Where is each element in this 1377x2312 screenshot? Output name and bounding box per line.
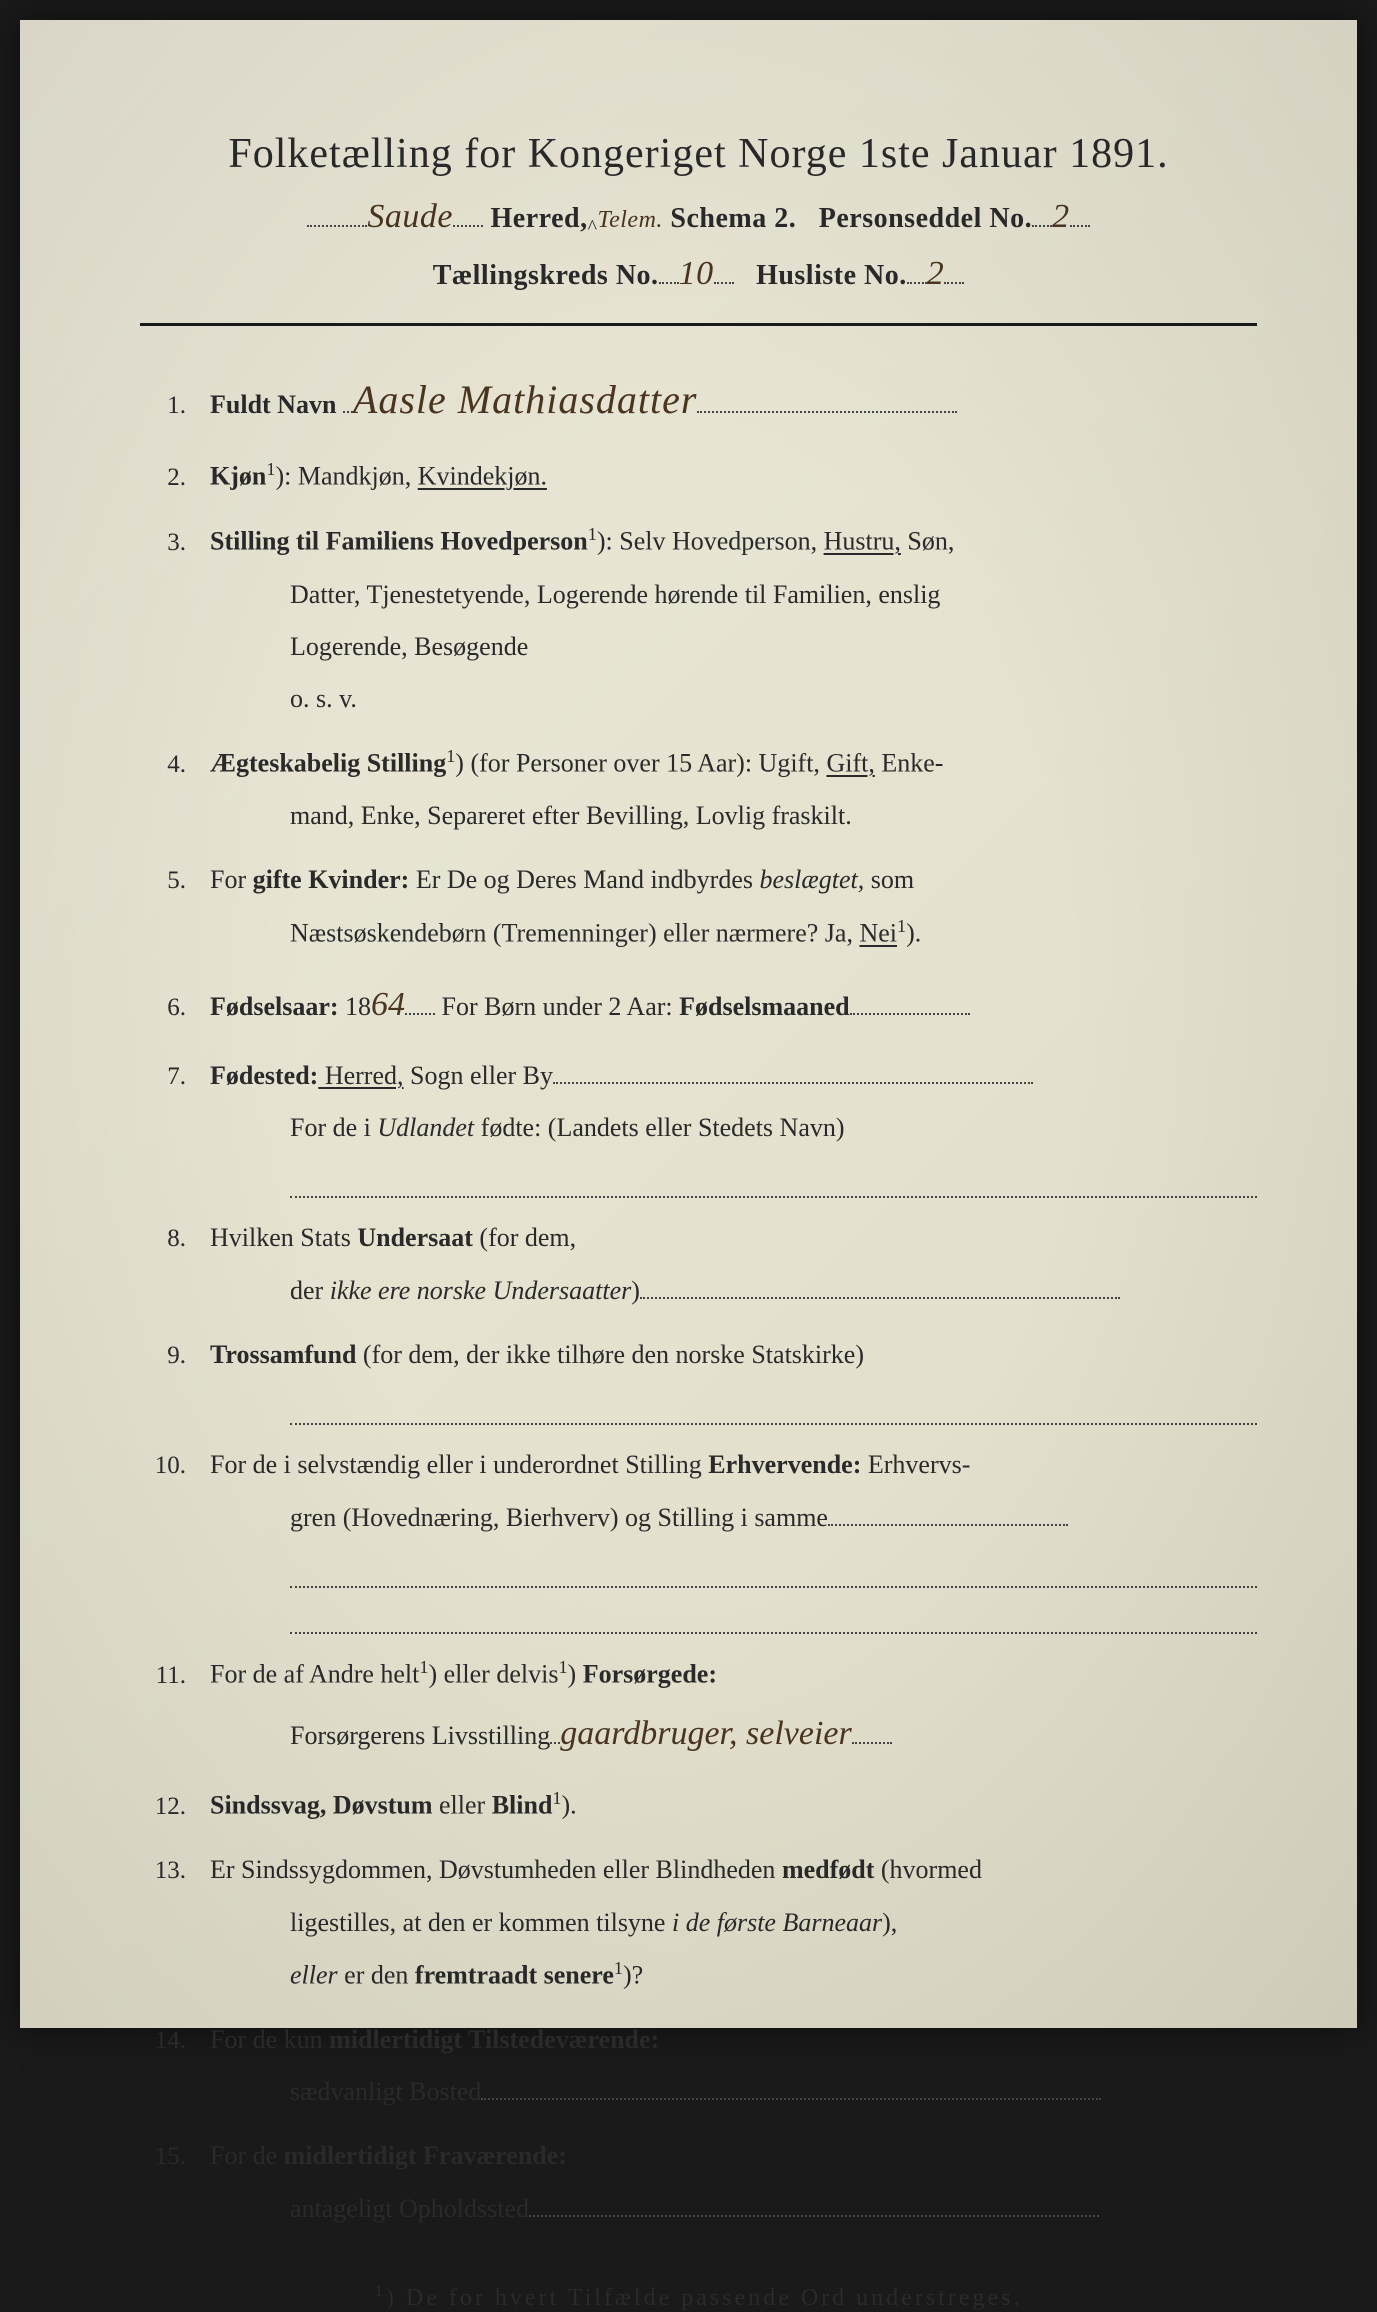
field-label: Fødested: bbox=[210, 1061, 318, 1090]
item-3-cont: o. s. v. bbox=[150, 677, 1257, 721]
item-number: 12. bbox=[150, 1786, 210, 1829]
blank-line bbox=[290, 1606, 1257, 1634]
schema-label: Schema 2. bbox=[670, 203, 796, 234]
personseddel-label: Personseddel No. bbox=[819, 203, 1032, 234]
selected-option: Nei bbox=[859, 919, 897, 948]
option-text: Mandkjøn, bbox=[298, 462, 418, 491]
item-1: 1. Fuldt Navn Aasle Mathiasdatter bbox=[150, 366, 1257, 434]
item-number: 4. bbox=[150, 744, 210, 787]
item-5: 5. For gifte Kvinder: Er De og Deres Man… bbox=[150, 858, 1257, 903]
item-6: 6. Fødselsaar: 1864 For Børn under 2 Aar… bbox=[150, 976, 1257, 1034]
item-12: 12. Sindssvag, Døvstum eller Blind1). bbox=[150, 1783, 1257, 1828]
field-label: midlertidigt Fraværende: bbox=[284, 2141, 567, 2170]
kreds-no: 10 bbox=[679, 255, 714, 292]
item-14: 14. For de kun midlertidigt Tilstedevære… bbox=[150, 2018, 1257, 2063]
personseddel-no: 2 bbox=[1052, 198, 1070, 235]
item-number: 11. bbox=[150, 1655, 210, 1698]
item-5-cont: Næstsøskendebørn (Tremenninger) eller næ… bbox=[150, 911, 1257, 956]
item-number: 6. bbox=[150, 987, 210, 1030]
livsstilling-handwritten: gaardbruger, selveier bbox=[560, 1715, 851, 1752]
subtitle-line-2: Tællingskreds No. 10 Husliste No. 2 bbox=[140, 253, 1257, 293]
item-7-cont: For de i Udlandet fødte: (Landets eller … bbox=[150, 1106, 1257, 1150]
selected-option: Hustru, bbox=[824, 527, 901, 556]
husliste-label: Husliste No. bbox=[756, 260, 907, 291]
census-form-page: Folketælling for Kongeriget Norge 1ste J… bbox=[20, 20, 1357, 2028]
item-3-cont: Logerende, Besøgende bbox=[150, 625, 1257, 669]
item-number: 5. bbox=[150, 860, 210, 903]
field-label: Ægteskabelig Stilling bbox=[210, 749, 446, 778]
blank-line bbox=[290, 1397, 1257, 1425]
item-2: 2. Kjøn1): Mandkjøn, Kvindekjøn. bbox=[150, 454, 1257, 499]
herred-insert: Telem. bbox=[597, 207, 662, 233]
selected-option: Gift, bbox=[826, 749, 874, 778]
item-4-cont: mand, Enke, Separeret efter Bevilling, L… bbox=[150, 794, 1257, 838]
blank-line bbox=[290, 1170, 1257, 1198]
caret-icon: ^ bbox=[588, 216, 598, 238]
field-label: Trossamfund bbox=[210, 1340, 356, 1369]
footnote: 1) De for hvert Tilfælde passende Ord un… bbox=[140, 2281, 1257, 2312]
item-10-cont: gren (Hovednæring, Bierhverv) og Stillin… bbox=[150, 1496, 1257, 1540]
item-11-cont: Forsørgerens Livsstillinggaardbruger, se… bbox=[150, 1705, 1257, 1763]
header-rule bbox=[140, 323, 1257, 326]
item-13: 13. Er Sindssygdommen, Døvstumheden elle… bbox=[150, 1848, 1257, 1893]
main-title: Folketælling for Kongeriget Norge 1ste J… bbox=[140, 130, 1257, 178]
item-number: 3. bbox=[150, 522, 210, 565]
field-label: gifte Kvinder: bbox=[253, 865, 410, 894]
field-label: Kjøn bbox=[210, 462, 266, 491]
husliste-no: 2 bbox=[927, 255, 945, 292]
field-label: Sindssvag, Døvstum bbox=[210, 1791, 433, 1820]
item-4: 4. Ægteskabelig Stilling1) (for Personer… bbox=[150, 741, 1257, 786]
herred-label: Herred, bbox=[491, 203, 588, 234]
item-number: 1. bbox=[150, 385, 210, 428]
item-number: 14. bbox=[150, 2020, 210, 2063]
field-label: midlertidigt Tilstedeværende: bbox=[329, 2025, 659, 2054]
item-3: 3. Stilling til Familiens Hovedperson1):… bbox=[150, 519, 1257, 564]
item-13-cont: eller er den fremtraadt senere1)? bbox=[150, 1953, 1257, 1998]
item-11: 11. For de af Andre helt1) eller delvis1… bbox=[150, 1652, 1257, 1697]
item-14-cont: sædvanligt Bosted bbox=[150, 2070, 1257, 2114]
field-label: Undersaat bbox=[357, 1223, 473, 1252]
item-number: 15. bbox=[150, 2136, 210, 2179]
item-number: 7. bbox=[150, 1056, 210, 1099]
item-7: 7. Fødested: Herred, Sogn eller By bbox=[150, 1054, 1257, 1099]
item-15-cont: antageligt Opholdssted bbox=[150, 2187, 1257, 2231]
form-body: 1. Fuldt Navn Aasle Mathiasdatter 2. Kjø… bbox=[140, 366, 1257, 2231]
form-header: Folketælling for Kongeriget Norge 1ste J… bbox=[140, 130, 1257, 293]
herred-handwritten: Saude bbox=[367, 198, 453, 235]
selected-option: Kvindekjøn. bbox=[418, 462, 547, 491]
item-number: 9. bbox=[150, 1335, 210, 1378]
subtitle-line-1: Saude Herred,^Telem. Schema 2. Personsed… bbox=[140, 196, 1257, 239]
field-label: Stilling til Familiens Hovedperson bbox=[210, 527, 588, 556]
field-label: Erhvervende: bbox=[708, 1450, 861, 1479]
item-number: 2. bbox=[150, 457, 210, 500]
selected-option: Herred, bbox=[318, 1061, 403, 1090]
year-handwritten: 64 bbox=[371, 986, 405, 1023]
field-label: Forsørgede: bbox=[583, 1660, 717, 1689]
field-label: medfødt bbox=[782, 1855, 874, 1884]
item-8-cont: der ikke ere norske Undersaatter) bbox=[150, 1269, 1257, 1313]
item-9: 9. Trossamfund (for dem, der ikke tilhør… bbox=[150, 1333, 1257, 1378]
kreds-label: Tællingskreds No. bbox=[433, 260, 659, 291]
blank-line bbox=[290, 1560, 1257, 1588]
field-label: Fødselsaar: bbox=[210, 992, 339, 1021]
name-handwritten: Aasle Mathiasdatter bbox=[353, 377, 698, 422]
item-13-cont: ligestilles, at den er kommen tilsyne i … bbox=[150, 1901, 1257, 1945]
item-number: 13. bbox=[150, 1850, 210, 1893]
item-8: 8. Hvilken Stats Undersaat (for dem, bbox=[150, 1216, 1257, 1261]
item-10: 10. For de i selvstændig eller i underor… bbox=[150, 1443, 1257, 1488]
item-3-cont: Datter, Tjenestetyende, Logerende hørend… bbox=[150, 573, 1257, 617]
item-15: 15. For de midlertidigt Fraværende: bbox=[150, 2134, 1257, 2179]
item-number: 10. bbox=[150, 1445, 210, 1488]
field-label: Fuldt Navn bbox=[210, 390, 336, 419]
item-number: 8. bbox=[150, 1218, 210, 1261]
